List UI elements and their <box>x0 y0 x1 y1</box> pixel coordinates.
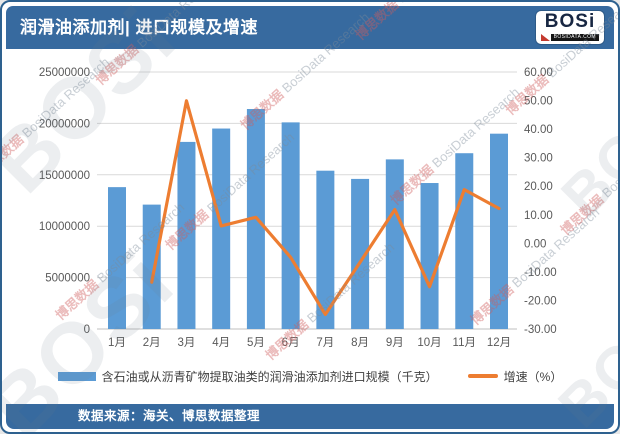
bar-7月 <box>316 170 335 329</box>
right-axis-tick: 20.00 <box>524 181 553 193</box>
x-axis-label: 12月 <box>487 337 511 349</box>
left-axis-tick: 15000000 <box>39 170 90 182</box>
footer-bar: 数据来源：海关、博思数据整理 <box>6 404 614 429</box>
x-axis-label: 1月 <box>108 337 126 349</box>
left-axis-tick: 20000000 <box>39 118 90 130</box>
x-axis-label: 6月 <box>282 337 300 349</box>
bar-12月 <box>490 133 508 329</box>
header-bar: 润滑油添加剂| 进口规模及增速 BOSi BOSIDATA.COM <box>6 6 614 49</box>
x-axis-label: 5月 <box>247 337 265 349</box>
left-axis-tick: 0 <box>84 324 90 336</box>
x-axis-label: 3月 <box>178 337 196 349</box>
right-axis-tick: 30.00 <box>524 153 553 165</box>
bar-2月 <box>142 204 161 329</box>
left-axis-tick: 5000000 <box>45 273 90 285</box>
combo-chart: 0 5000000 10000000 15000000 20000000 25000000… <box>39 67 557 349</box>
right-axis-tick: -20.00 <box>524 295 557 307</box>
legend-item-bar: 含石油或从沥青矿物提取油类的润滑油添加剂进口规模（千克） <box>57 368 438 385</box>
x-axis-label: 10月 <box>417 337 441 349</box>
left-axis-tick: 10000000 <box>39 221 90 233</box>
chart-area: 0 5000000 10000000 15000000 20000000 25000000… <box>2 52 618 364</box>
left-axis-tick: 25000000 <box>39 67 90 79</box>
bar-9月 <box>385 159 404 329</box>
data-source-text: 数据来源：海关、博思数据整理 <box>78 409 261 423</box>
right-axis-tick: 10.00 <box>524 210 553 222</box>
bosi-logo: BOSi BOSIDATA.COM <box>536 11 604 44</box>
bar-1月 <box>108 187 126 329</box>
legend-item-line: 增速（%） <box>467 368 563 385</box>
bosi-logo-site: BOSIDATA.COM <box>550 34 599 41</box>
bosi-logo-text: BOSi <box>544 11 596 32</box>
x-axis-label: 11月 <box>453 337 476 349</box>
right-axis-tick: 0.00 <box>524 238 546 250</box>
x-axis-label: 7月 <box>316 337 334 349</box>
right-axis-tick: -30.00 <box>524 324 557 336</box>
x-axis-label: 2月 <box>143 337 161 349</box>
x-axis-label: 9月 <box>386 337 404 349</box>
x-axis-label: 8月 <box>351 337 369 349</box>
bar-swatch-icon <box>57 371 96 381</box>
right-axis-tick: -10.00 <box>524 267 557 279</box>
growth-rate-line <box>150 99 501 316</box>
line-swatch-icon <box>467 374 498 378</box>
chart-legend: 含石油或从沥青矿物提取油类的润滑油添加剂进口规模（千克） 增速（%） <box>2 366 618 386</box>
right-axis-tick: 50.00 <box>524 96 553 108</box>
logo-triangle-icon <box>541 34 550 41</box>
x-axis-label: 4月 <box>212 337 230 349</box>
right-axis-tick: 40.00 <box>524 124 553 136</box>
legend-bar-label: 含石油或从沥青矿物提取油类的润滑油添加剂进口规模（千克） <box>101 369 438 384</box>
bar-10月 <box>420 183 439 329</box>
bar-3月 <box>177 141 196 329</box>
bar-6月 <box>281 122 300 329</box>
right-axis-tick: 60.00 <box>524 67 553 79</box>
bar-8月 <box>351 178 370 329</box>
page-title: 润滑油添加剂| 进口规模及增速 <box>20 18 258 37</box>
bar-11月 <box>455 153 474 329</box>
legend-line-label: 增速（%） <box>503 369 563 384</box>
bar-4月 <box>212 128 231 329</box>
